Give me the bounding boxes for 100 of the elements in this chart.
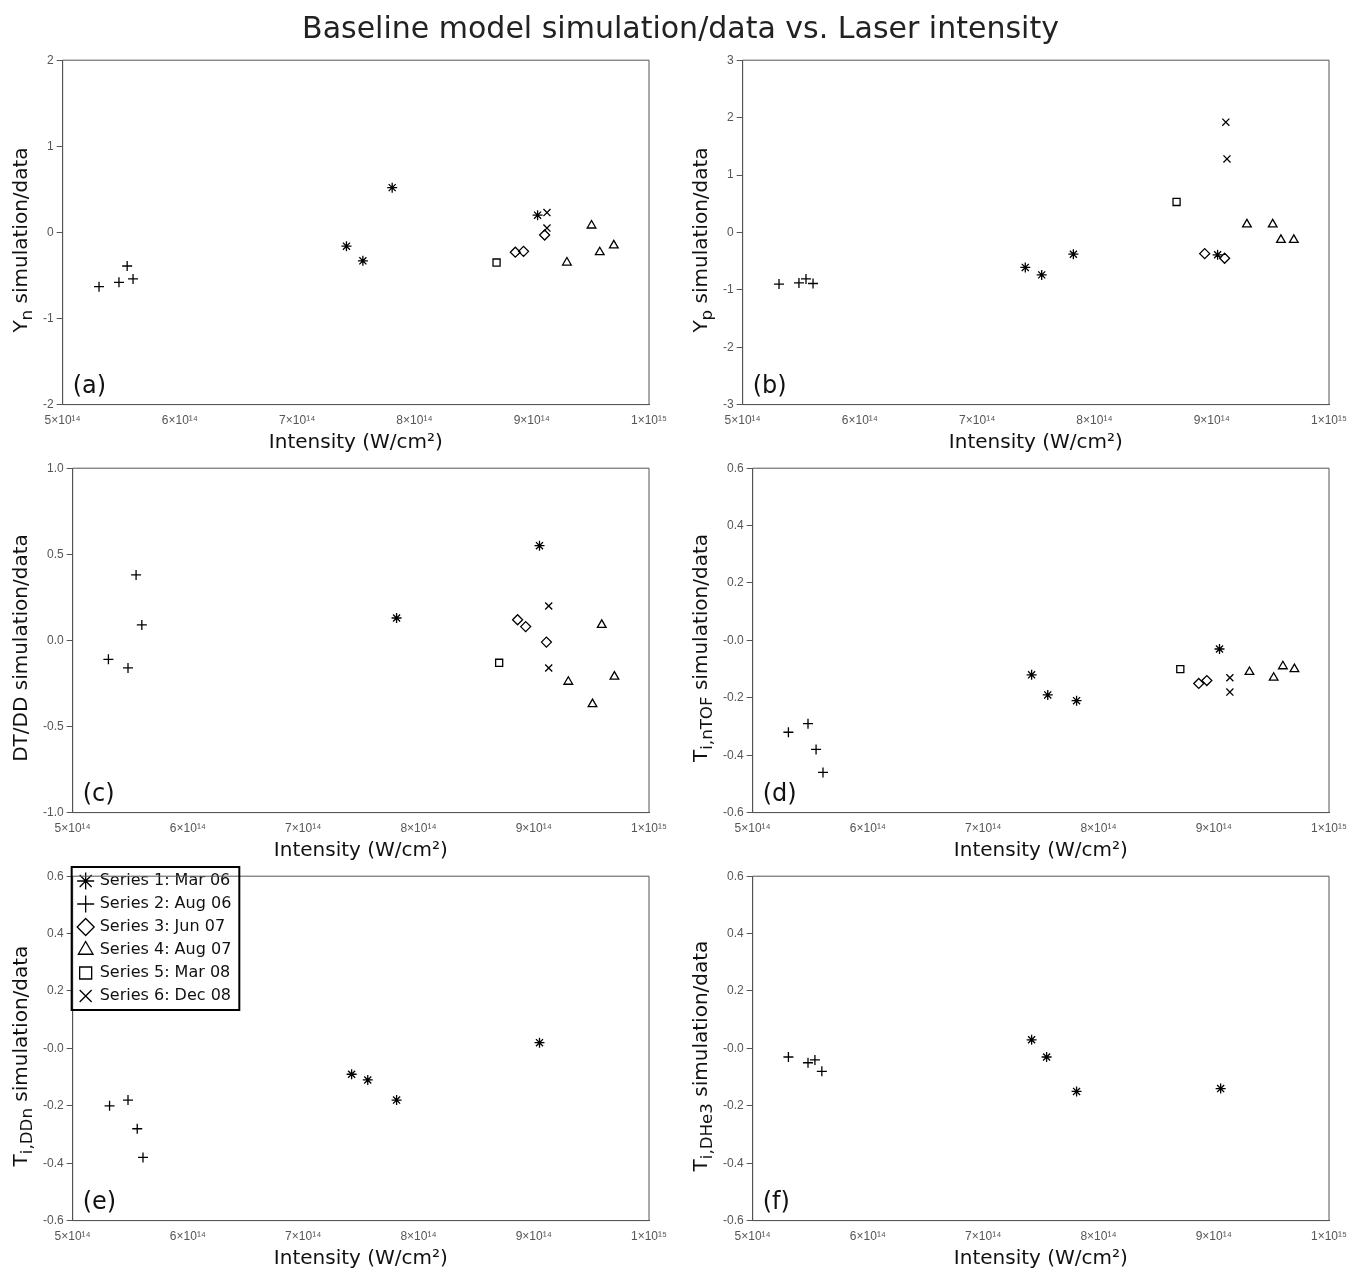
x-axis-title: Intensity (W/cm²) [268, 429, 443, 454]
point [1176, 664, 1185, 674]
x-tick-label: 1×10¹⁵ [1311, 821, 1348, 836]
point [520, 620, 532, 633]
y-tick-label: 0.4 [46, 925, 64, 940]
y-tick-label: -0.4 [722, 1155, 744, 1170]
point [563, 676, 574, 685]
point [492, 258, 501, 267]
point [1070, 1085, 1083, 1098]
point [390, 1094, 403, 1106]
x-tick-label: 1×10¹⁵ [1311, 413, 1348, 428]
x-tick-label: 1×10¹⁵ [631, 821, 668, 836]
y-tick-label: 0.2 [726, 575, 744, 590]
point [103, 1100, 116, 1112]
y-tick-label: 3 [726, 52, 734, 67]
x-tick-label: 5×10¹⁴ [44, 413, 81, 428]
x-tick-label: 6×10¹⁴ [169, 821, 207, 836]
point [542, 208, 552, 217]
y-tick-label: -2 [723, 339, 734, 354]
annotation: (f) [762, 1186, 790, 1215]
y-tick-label: -0.2 [722, 690, 744, 705]
x-tick-label: 8×10¹⁴ [1080, 821, 1117, 836]
y-tick-label: 1.0 [46, 460, 64, 475]
x-tick-label: 1×10¹⁵ [631, 413, 668, 428]
point [517, 245, 530, 257]
point [509, 246, 521, 258]
point [102, 653, 115, 665]
x-tick-label: 5×10¹⁴ [734, 821, 771, 836]
x-tick-label: 9×10¹⁴ [1193, 413, 1230, 428]
point [1213, 643, 1226, 655]
point [345, 1068, 358, 1080]
x-axis-title: Intensity (W/cm²) [948, 429, 1123, 454]
point [782, 726, 795, 738]
x-tick-label: 9×10¹⁴ [515, 1229, 552, 1244]
y-tick-label: -0.6 [42, 1212, 64, 1227]
y-tick-label: 0.4 [726, 925, 744, 940]
point [1025, 669, 1038, 681]
y-tick-label: -1 [43, 310, 54, 325]
point [1025, 1034, 1038, 1046]
point [357, 255, 369, 267]
y-tick-label: 0.2 [726, 983, 744, 998]
y-axis-title: DT/DD simulation/data [7, 533, 33, 764]
x-tick-label: 9×10¹⁴ [513, 413, 550, 428]
annotation: (c) [82, 778, 115, 807]
point [1042, 689, 1054, 701]
y-tick-label: 0.2 [46, 983, 64, 998]
x-tick-label: 6×10¹⁴ [849, 821, 887, 836]
y-tick-label: -0.0 [722, 632, 744, 647]
point [494, 658, 504, 667]
x-tick-label: 8×10¹⁴ [1076, 413, 1113, 428]
point [542, 223, 552, 233]
x-tick-label: 6×10¹⁴ [841, 413, 879, 428]
x-tick-label: 7×10¹⁴ [965, 1229, 1002, 1244]
y-tick-label: -0.0 [42, 1040, 64, 1055]
x-tick-label: 5×10¹⁴ [724, 413, 761, 428]
point [1275, 234, 1286, 244]
point [608, 239, 619, 249]
legend-label: Series 3: Jun 07 [99, 916, 226, 936]
x-axis-title: Intensity (W/cm²) [273, 837, 448, 862]
point [1268, 672, 1279, 681]
legend-label: Series 4: Aug 07 [99, 939, 232, 959]
point [386, 181, 398, 194]
x-tick-label: 9×10¹⁴ [1195, 821, 1232, 836]
legend-label: Series 5: Mar 08 [99, 962, 231, 982]
x-tick-label: 7×10¹⁴ [959, 413, 996, 428]
point [1244, 666, 1255, 676]
point [1211, 249, 1224, 261]
point [1218, 252, 1231, 264]
point [533, 1037, 546, 1049]
x-axis-title: Intensity (W/cm²) [953, 837, 1128, 862]
x-tick-label: 7×10¹⁴ [285, 1229, 322, 1244]
point [1199, 247, 1211, 260]
point [1070, 695, 1083, 707]
chart-title: Baseline model simulation/data vs. Laser intensity [301, 9, 1060, 47]
point [1193, 677, 1205, 690]
x-tick-label: 7×10¹⁴ [965, 821, 1002, 836]
point [540, 636, 553, 648]
point [1267, 218, 1278, 228]
x-tick-label: 5×10¹⁴ [54, 821, 91, 836]
y-tick-label: -0.4 [42, 1155, 64, 1170]
point [1225, 687, 1235, 697]
y-tick-label: 0.4 [726, 517, 744, 532]
x-tick-label: 9×10¹⁴ [1195, 1229, 1232, 1244]
x-tick-label: 7×10¹⁴ [285, 821, 322, 836]
point [561, 256, 572, 266]
x-tick-label: 7×10¹⁴ [279, 413, 316, 428]
point [1221, 118, 1230, 127]
x-tick-label: 8×10¹⁴ [400, 1229, 437, 1244]
y-tick-label: 2 [46, 52, 54, 67]
point [594, 246, 605, 256]
y-tick-label: 0.6 [46, 868, 64, 883]
point [1277, 660, 1288, 670]
legend-label: Series 1: Mar 06 [99, 870, 231, 890]
y-tick-label: -3 [723, 396, 734, 411]
y-tick-label: 0.0 [46, 632, 64, 647]
y-tick-label: 0.5 [46, 546, 64, 561]
x-tick-label: 8×10¹⁴ [396, 413, 433, 428]
point [1225, 673, 1235, 682]
y-tick-label: -0.4 [722, 747, 744, 762]
x-tick-label: 5×10¹⁴ [54, 1229, 91, 1244]
